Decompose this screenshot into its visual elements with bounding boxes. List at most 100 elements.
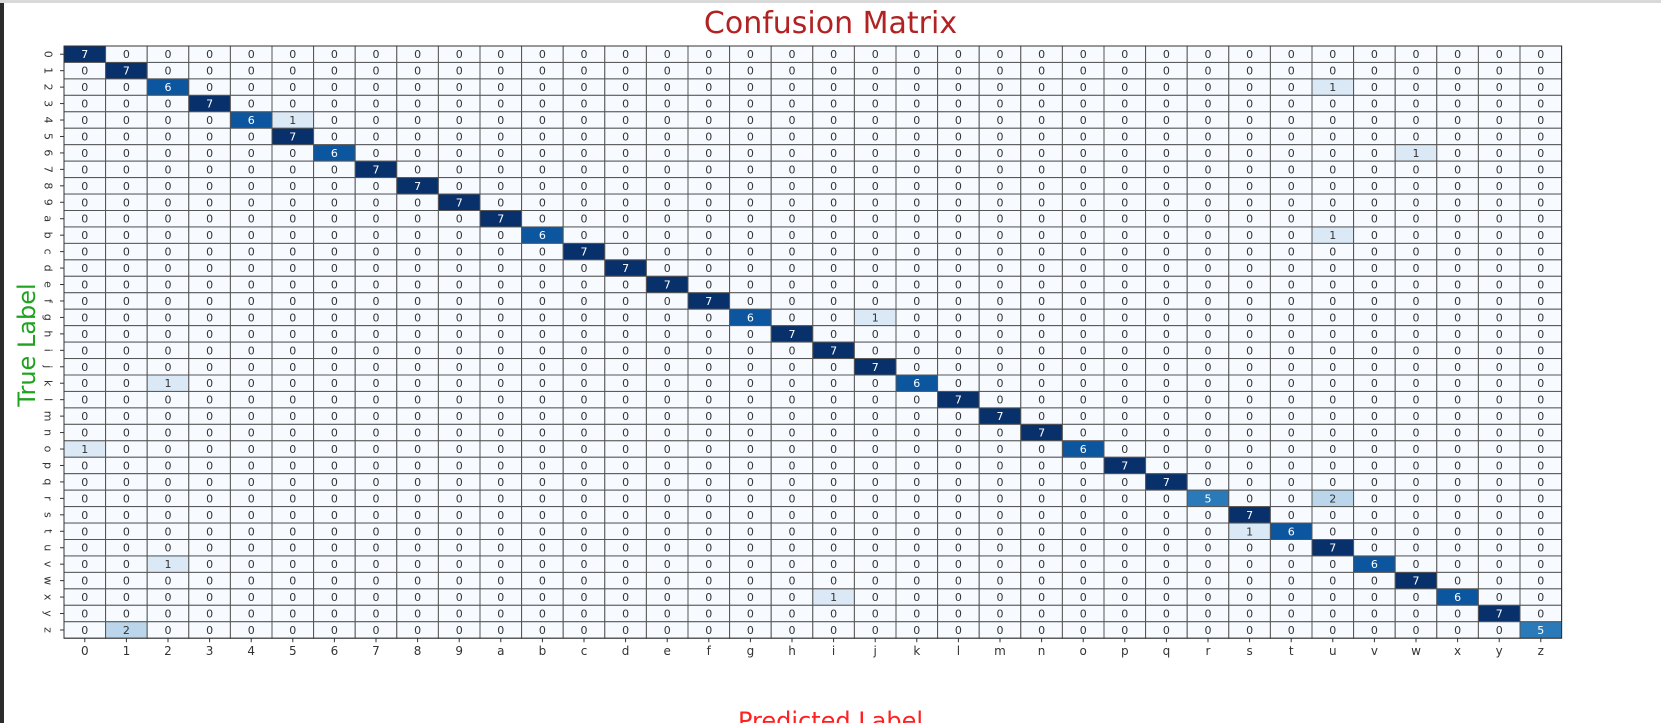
cell-value: 0	[1121, 48, 1128, 61]
cell-value: 0	[456, 476, 463, 489]
cell-value: 0	[1537, 394, 1544, 407]
cell-value: 0	[664, 180, 671, 193]
cell-value: 0	[705, 558, 712, 571]
cell-value: 0	[1537, 361, 1544, 374]
cell-value: 0	[1163, 246, 1170, 259]
cell-value: 0	[955, 295, 962, 308]
cell-value: 0	[1038, 394, 1045, 407]
cell-value: 0	[955, 459, 962, 472]
cell-value: 0	[1246, 246, 1253, 259]
cell-value: 0	[789, 624, 796, 637]
cell-value: 0	[747, 147, 754, 160]
cell-value: 0	[1413, 328, 1420, 341]
cell-value: 0	[1329, 196, 1336, 209]
cell-value: 0	[206, 624, 213, 637]
cell-value: 0	[872, 476, 879, 489]
cell-value: 0	[705, 130, 712, 143]
cell-value: 0	[664, 246, 671, 259]
cell-value: 0	[955, 311, 962, 324]
cell-value: 0	[622, 542, 629, 555]
cell-value: 0	[456, 98, 463, 111]
cell-value: 0	[1413, 608, 1420, 621]
cell-value: 1	[1329, 81, 1336, 94]
cell-value: 0	[539, 262, 546, 275]
cell-value: 0	[997, 65, 1004, 78]
cell-value: 0	[1537, 492, 1544, 505]
cell-value: 0	[331, 81, 338, 94]
cell-value: 7	[497, 213, 504, 226]
cell-value: 0	[913, 295, 920, 308]
cell-value: 0	[1329, 48, 1336, 61]
cell-value: 0	[456, 443, 463, 456]
cell-value: 0	[123, 246, 130, 259]
cell-value: 0	[289, 558, 296, 571]
cell-value: 7	[955, 394, 962, 407]
cell-value: 0	[81, 377, 88, 390]
cell-value: 0	[1205, 328, 1212, 341]
cell-value: 0	[331, 279, 338, 292]
cell-value: 0	[123, 295, 130, 308]
cell-value: 0	[1496, 427, 1503, 440]
cell-value: 0	[373, 279, 380, 292]
cell-value: 0	[1080, 476, 1087, 489]
cell-value: 0	[1246, 394, 1253, 407]
cell-value: 7	[289, 130, 296, 143]
cell-value: 0	[830, 229, 837, 242]
cell-value: 0	[622, 443, 629, 456]
cell-value: 0	[789, 410, 796, 423]
cell-value: 7	[1413, 575, 1420, 588]
cell-value: 0	[1038, 558, 1045, 571]
cell-value: 0	[81, 344, 88, 357]
x-tick-label: e	[664, 644, 671, 658]
cell-value: 0	[1413, 361, 1420, 374]
cell-value: 0	[747, 163, 754, 176]
cell-value: 0	[1038, 98, 1045, 111]
cell-value: 0	[581, 311, 588, 324]
cell-value: 0	[414, 262, 421, 275]
cell-value: 1	[1329, 229, 1336, 242]
cell-value: 0	[414, 410, 421, 423]
cell-value: 0	[456, 163, 463, 176]
cell-value: 0	[955, 279, 962, 292]
cell-value: 0	[1080, 377, 1087, 390]
x-tick-label: f	[707, 644, 712, 658]
cell-value: 0	[165, 48, 172, 61]
cell-value: 0	[705, 246, 712, 259]
cell-value: 0	[830, 311, 837, 324]
cell-value: 0	[497, 147, 504, 160]
cell-value: 0	[1205, 196, 1212, 209]
cell-value: 0	[789, 279, 796, 292]
cell-value: 0	[165, 476, 172, 489]
cell-value: 0	[997, 163, 1004, 176]
cell-value: 0	[456, 361, 463, 374]
cell-value: 0	[830, 246, 837, 259]
cell-value: 0	[1454, 196, 1461, 209]
cell-value: 0	[1080, 180, 1087, 193]
cell-value: 0	[1413, 542, 1420, 555]
cell-value: 0	[165, 608, 172, 621]
cell-value: 0	[206, 443, 213, 456]
cell-value: 0	[1163, 558, 1170, 571]
cell-value: 0	[1329, 328, 1336, 341]
cell-value: 0	[622, 624, 629, 637]
cell-value: 0	[1454, 163, 1461, 176]
cell-value: 0	[1038, 575, 1045, 588]
cell-value: 0	[1038, 361, 1045, 374]
cell-value: 0	[331, 624, 338, 637]
cell-value: 0	[414, 279, 421, 292]
cell-value: 0	[872, 624, 879, 637]
cell-value: 0	[581, 180, 588, 193]
cell-value: 0	[248, 459, 255, 472]
cell-value: 0	[789, 114, 796, 127]
cell-value: 0	[289, 591, 296, 604]
cell-value: 0	[997, 48, 1004, 61]
cell-value: 0	[1329, 509, 1336, 522]
cell-value: 0	[1496, 525, 1503, 538]
cell-value: 0	[747, 394, 754, 407]
cell-value: 0	[289, 525, 296, 538]
cell-value: 7	[1163, 476, 1170, 489]
cell-value: 0	[1246, 81, 1253, 94]
cell-value: 0	[123, 427, 130, 440]
cell-value: 6	[248, 114, 255, 127]
cell-value: 0	[165, 591, 172, 604]
